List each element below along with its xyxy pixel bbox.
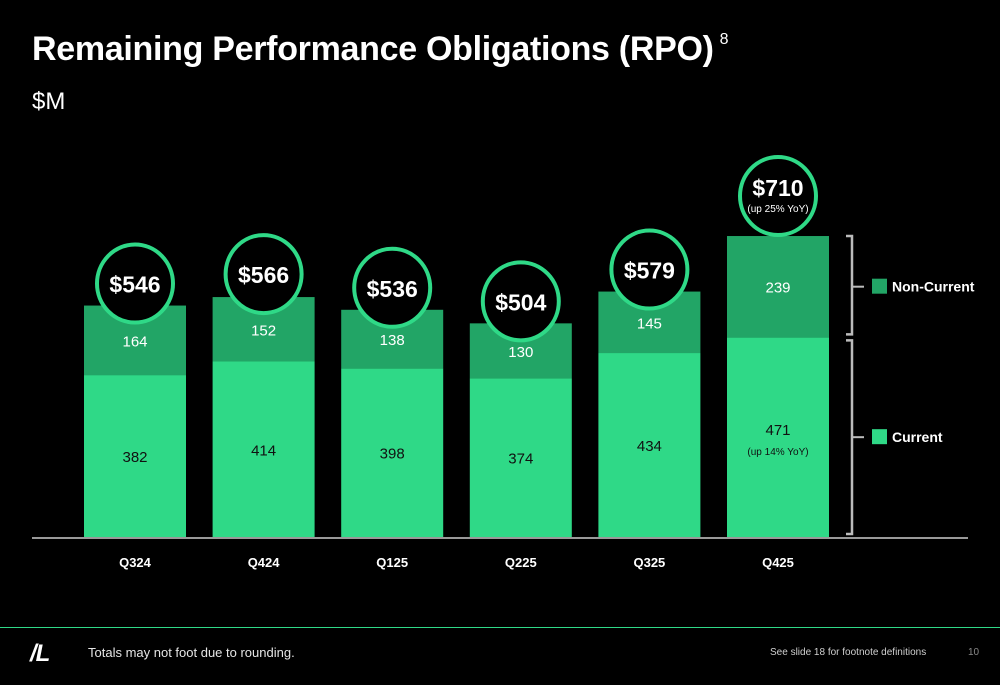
- total-label: $546: [109, 272, 160, 298]
- current-yoy-annotation: (up 14% YoY): [747, 447, 808, 458]
- data-label-current: 434: [637, 438, 662, 455]
- data-label-current: 382: [122, 449, 147, 466]
- total-circle: [738, 155, 818, 238]
- company-logo: /L: [30, 640, 50, 667]
- x-tick-label: Q125: [376, 555, 408, 570]
- bracket-current: [846, 339, 854, 536]
- page-title: Remaining Performance Obligations (RPO) 8: [32, 30, 729, 69]
- total-label: $579: [624, 258, 675, 284]
- bar-current-Q325: [598, 353, 701, 537]
- data-label-current: 398: [380, 446, 405, 463]
- data-label-current: 414: [251, 442, 276, 459]
- total-circle: [480, 260, 561, 343]
- x-tick-label: Q424: [248, 555, 281, 570]
- bar-current-Q424: [212, 361, 315, 537]
- data-label-current: 471: [765, 422, 790, 439]
- x-tick-label: Q225: [505, 555, 537, 570]
- page-number: 10: [968, 647, 980, 658]
- rounding-footnote: Totals may not foot due to rounding.: [88, 645, 295, 660]
- x-tick-label: Q425: [762, 555, 794, 570]
- total-label: $710: [752, 175, 803, 201]
- data-label-non-current: 145: [637, 315, 662, 332]
- bar-current-Q324: [84, 375, 186, 537]
- total-label: $566: [238, 262, 289, 288]
- legend-swatch-non-current: [872, 278, 887, 294]
- bracket-non-current: [846, 234, 854, 336]
- footer-divider: [0, 627, 1000, 628]
- footnote-reference: See slide 18 for footnote definitions: [770, 647, 927, 658]
- data-label-non-current: 130: [508, 344, 533, 361]
- legend-label-current: Current: [892, 429, 943, 445]
- data-label-current: 374: [508, 451, 533, 468]
- legend-label-non-current: Non-Current: [892, 279, 975, 295]
- total-circle: [352, 246, 433, 329]
- data-label-non-current: 138: [380, 332, 405, 349]
- x-tick-label: Q325: [633, 555, 665, 570]
- total-label: $536: [367, 276, 418, 302]
- title-footnote-marker: 8: [719, 31, 729, 48]
- total-circle: [95, 242, 175, 325]
- total-label: $504: [495, 289, 546, 315]
- data-label-non-current: 152: [251, 322, 276, 339]
- legend-swatch-current: [872, 429, 887, 445]
- x-tick-label: Q324: [119, 555, 152, 570]
- total-yoy-annotation: (up 25% YoY): [747, 204, 808, 215]
- unit-subtitle: $M: [32, 88, 66, 115]
- data-label-non-current: 164: [122, 333, 147, 350]
- bar-non-current-Q425: [727, 236, 829, 338]
- rpo-stacked-bar-chart: 164 382 Q324 152 414 Q424 138 398 Q125 130 374 Q225…: [32, 155, 975, 570]
- total-circle: [609, 228, 690, 311]
- data-label-non-current: 239: [765, 280, 790, 297]
- title-text: Remaining Performance Obligations (RPO): [32, 30, 714, 68]
- bar-current-Q125: [341, 368, 444, 537]
- bar-current-Q225: [469, 378, 572, 537]
- bar-current-Q425: [727, 337, 829, 537]
- total-circle: [223, 233, 304, 316]
